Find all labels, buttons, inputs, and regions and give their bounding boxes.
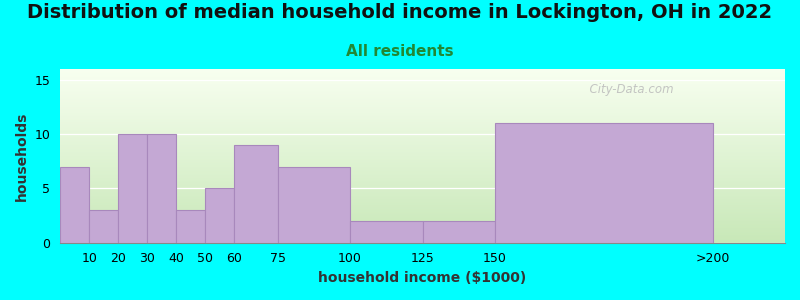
Bar xyxy=(350,221,422,243)
Bar xyxy=(422,221,495,243)
X-axis label: household income ($1000): household income ($1000) xyxy=(318,271,526,285)
Bar xyxy=(89,210,118,243)
Bar xyxy=(118,134,147,243)
Bar xyxy=(495,123,713,243)
Bar xyxy=(278,167,350,243)
Text: Distribution of median household income in Lockington, OH in 2022: Distribution of median household income … xyxy=(27,3,773,22)
Bar xyxy=(205,188,234,243)
Text: All residents: All residents xyxy=(346,44,454,59)
Bar xyxy=(147,134,176,243)
Y-axis label: households: households xyxy=(15,111,29,200)
Bar xyxy=(176,210,205,243)
Bar xyxy=(234,145,278,243)
Text: City-Data.com: City-Data.com xyxy=(582,83,674,96)
Bar xyxy=(60,167,89,243)
